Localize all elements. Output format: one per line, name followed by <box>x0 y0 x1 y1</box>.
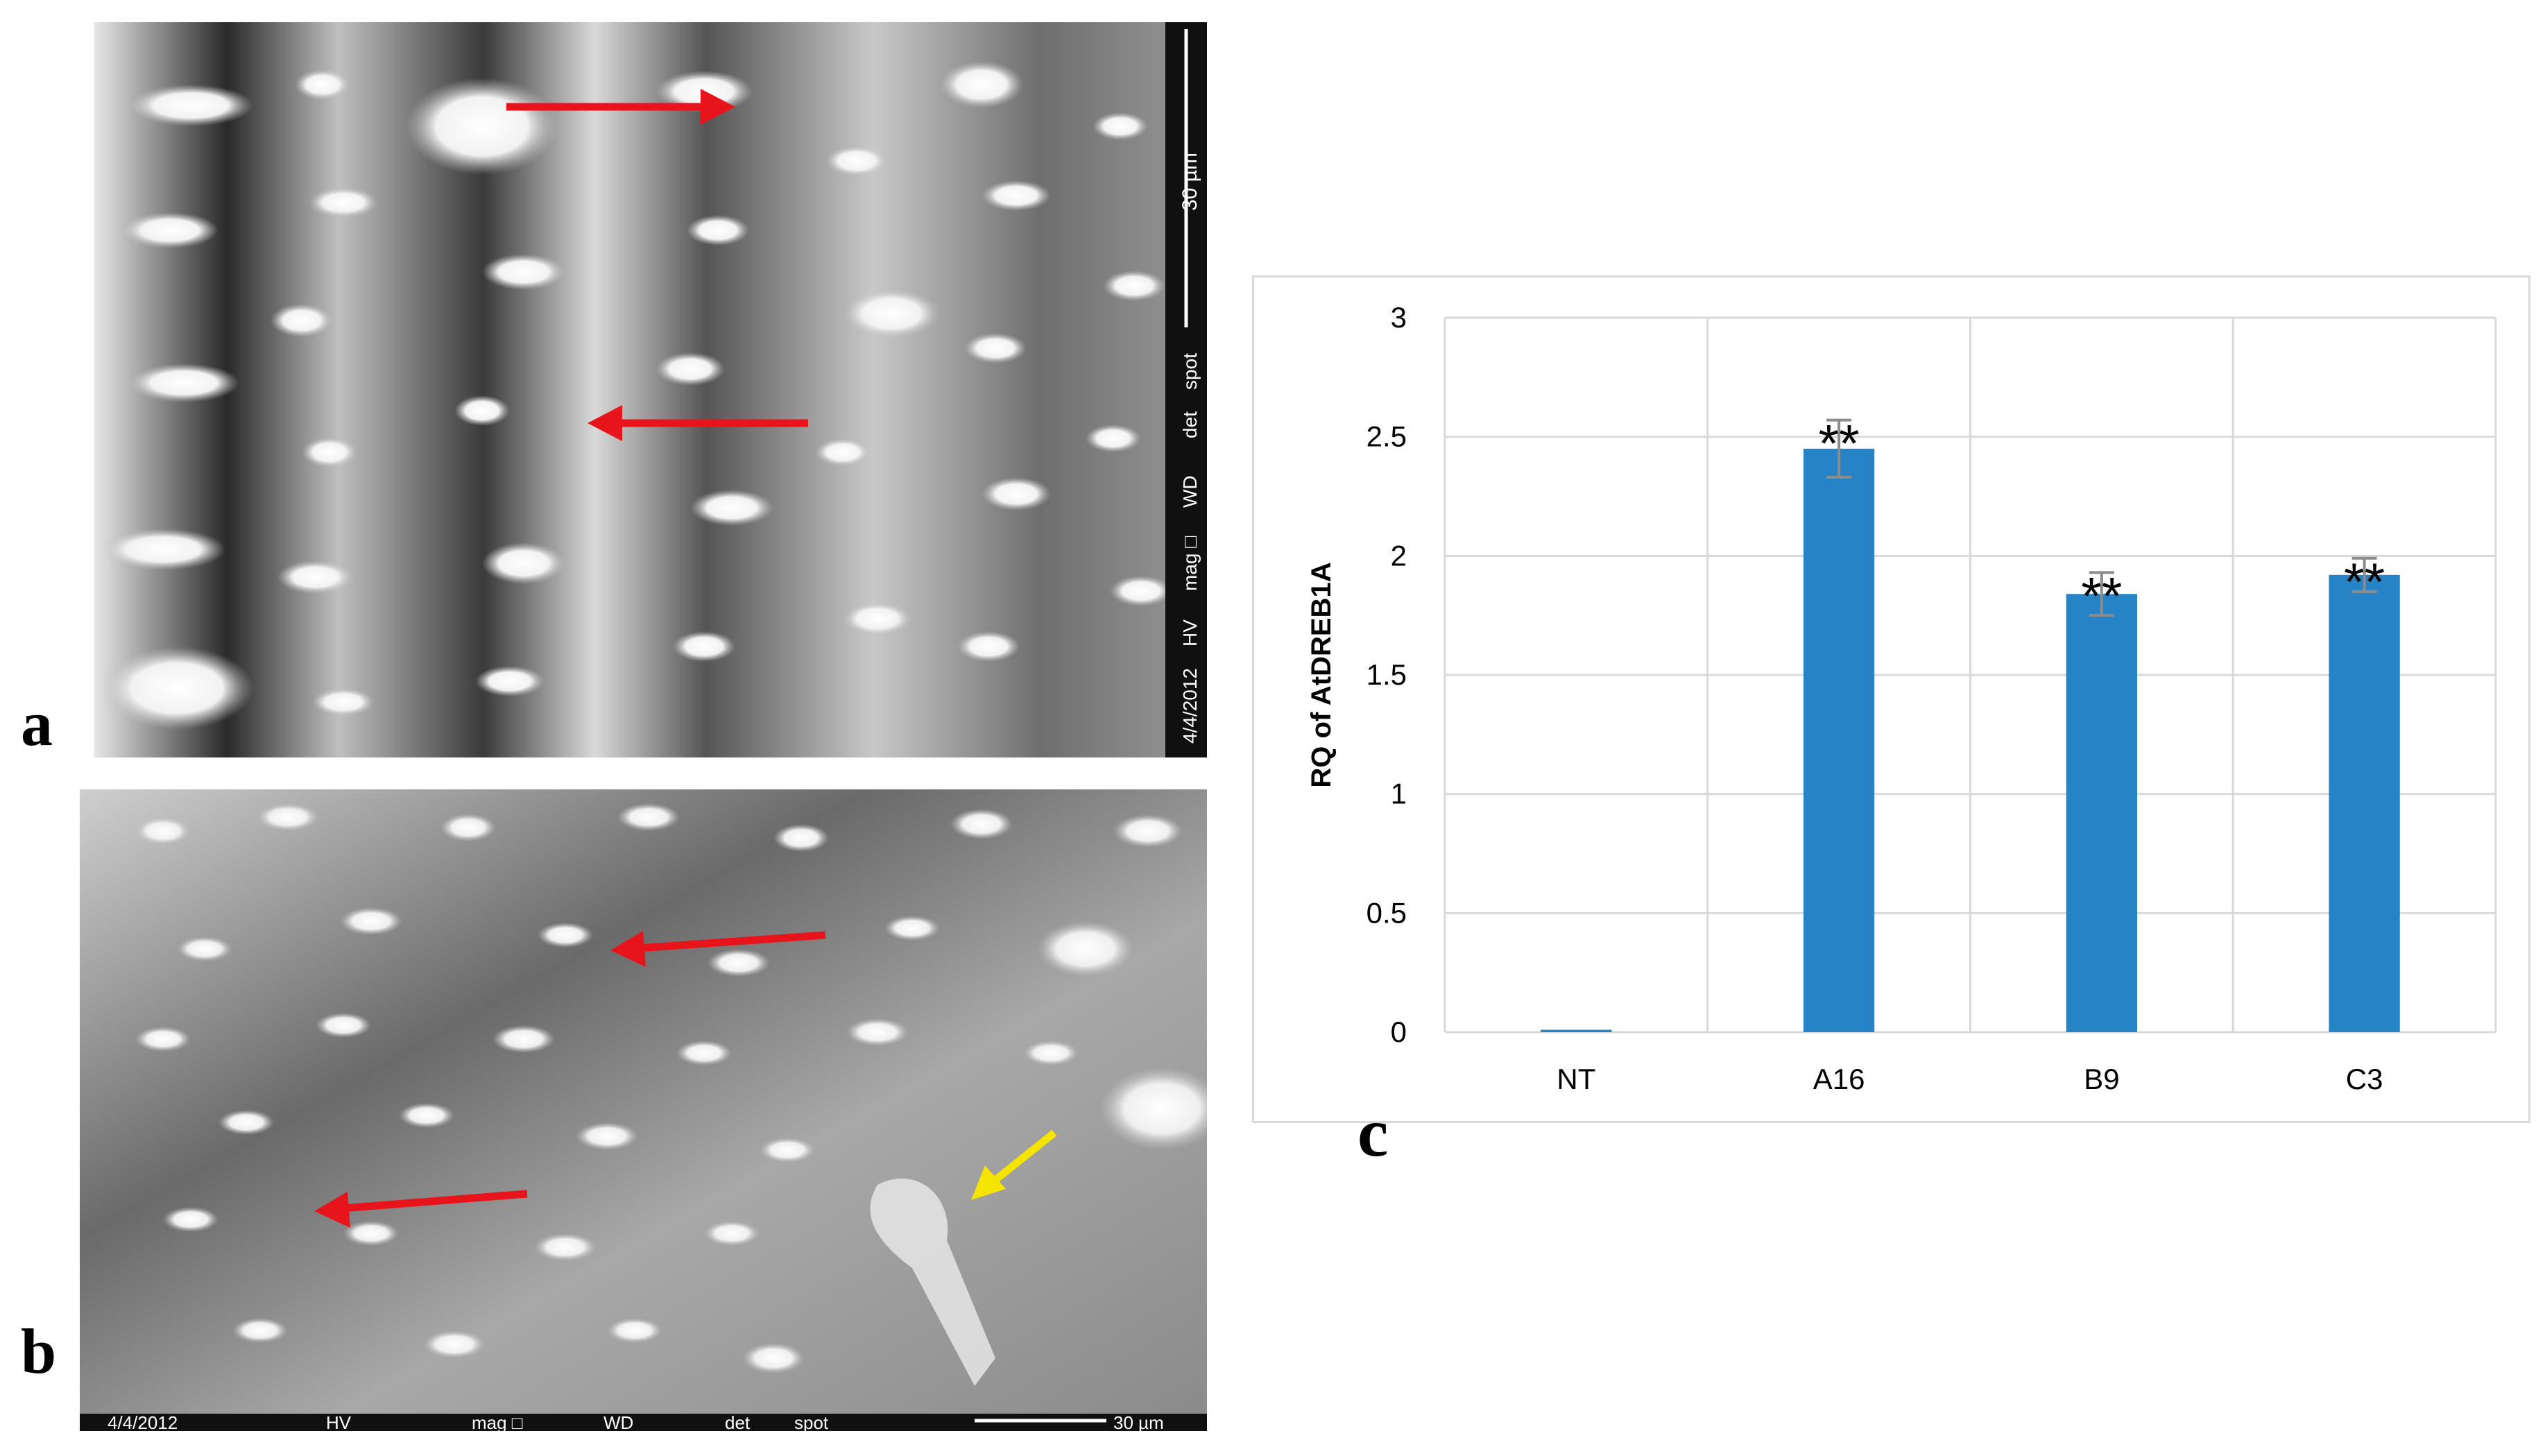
sem-a-info-wd: WD <box>1179 475 1201 508</box>
bar-b9 <box>2066 594 2138 1032</box>
x-tick-label: B9 <box>2084 1063 2119 1095</box>
y-tick-label: 0 <box>1391 1016 1407 1048</box>
sem-a-info-spot: spot <box>1179 353 1201 390</box>
x-tick-label: NT <box>1557 1063 1595 1095</box>
sem-b-arrow-3-yellow <box>971 1129 1057 1200</box>
sem-a-arrow-2 <box>588 405 808 441</box>
error-bar-a16 <box>1826 418 1852 479</box>
sem-a-info-det: det <box>1179 411 1201 438</box>
chart-frame: 0 0.5 1 1.5 2 2.5 3 NT ** A16 ** B9 ** C3 RQ of AtDRE… <box>1252 275 2530 1123</box>
bar-chart: 0 0.5 1 1.5 2 2.5 3 NT ** A16 ** B9 ** C3 RQ of AtDRE… <box>1306 301 2497 1095</box>
sem-b-info-hv: HV <box>326 1412 352 1431</box>
sem-a-info-hv: HV <box>1179 619 1201 646</box>
significance-mark: ** <box>1819 415 1860 474</box>
sem-b-info-spot: spot <box>794 1412 829 1431</box>
bar-nt <box>1541 1029 1612 1032</box>
y-tick-label: 2 <box>1391 539 1407 572</box>
y-tick-label: 1.5 <box>1366 658 1407 691</box>
y-tick-label: 3 <box>1391 301 1407 334</box>
sem-b-info-det: det <box>725 1412 751 1431</box>
sem-image-b: 4/4/2012 HV mag □ WD det spot 30 µm <box>80 789 1207 1431</box>
sem-b-arrow-2 <box>314 1190 528 1228</box>
sem-image-a-graphic: 30 µm 4/4/2012 HV mag □ WD det spot <box>94 22 1207 757</box>
panel-label-a: a <box>21 688 53 759</box>
x-tick-label: C3 <box>2346 1063 2383 1095</box>
sem-a-info-date: 4/4/2012 <box>1179 668 1201 744</box>
significance-mark: ** <box>2344 553 2385 612</box>
panel-label-b: b <box>21 1316 57 1387</box>
y-axis-label: RQ of AtDREB1A <box>1306 562 1337 787</box>
sem-b-info-wd: WD <box>603 1412 633 1431</box>
sem-b-info-mag: mag □ <box>472 1412 523 1431</box>
y-tick-label: 0.5 <box>1366 896 1407 929</box>
panel-label-c: c <box>1357 1094 1389 1171</box>
sem-b-arrow-1 <box>610 931 826 967</box>
sem-image-b-graphic: 4/4/2012 HV mag □ WD det spot 30 µm <box>80 789 1207 1431</box>
sem-b-scale-label: 30 µm <box>1113 1412 1164 1431</box>
sem-image-a: 30 µm 4/4/2012 HV mag □ WD det spot <box>94 22 1207 757</box>
significance-mark: ** <box>2081 567 2122 626</box>
y-tick-label: 1 <box>1391 778 1407 810</box>
sem-a-arrow-1 <box>506 89 735 125</box>
sem-b-info-date: 4/4/2012 <box>108 1412 178 1431</box>
error-bar-c3 <box>2351 556 2377 593</box>
bar-a16 <box>1803 448 1875 1032</box>
y-tick-label: 2.5 <box>1366 420 1407 453</box>
sem-a-scale-label: 30 µm <box>1179 153 1201 211</box>
error-bar-b9 <box>2089 571 2114 617</box>
bar-c3 <box>2329 574 2400 1032</box>
x-tick-label: A16 <box>1813 1063 1865 1095</box>
sem-a-info-mag: mag □ <box>1179 536 1201 591</box>
